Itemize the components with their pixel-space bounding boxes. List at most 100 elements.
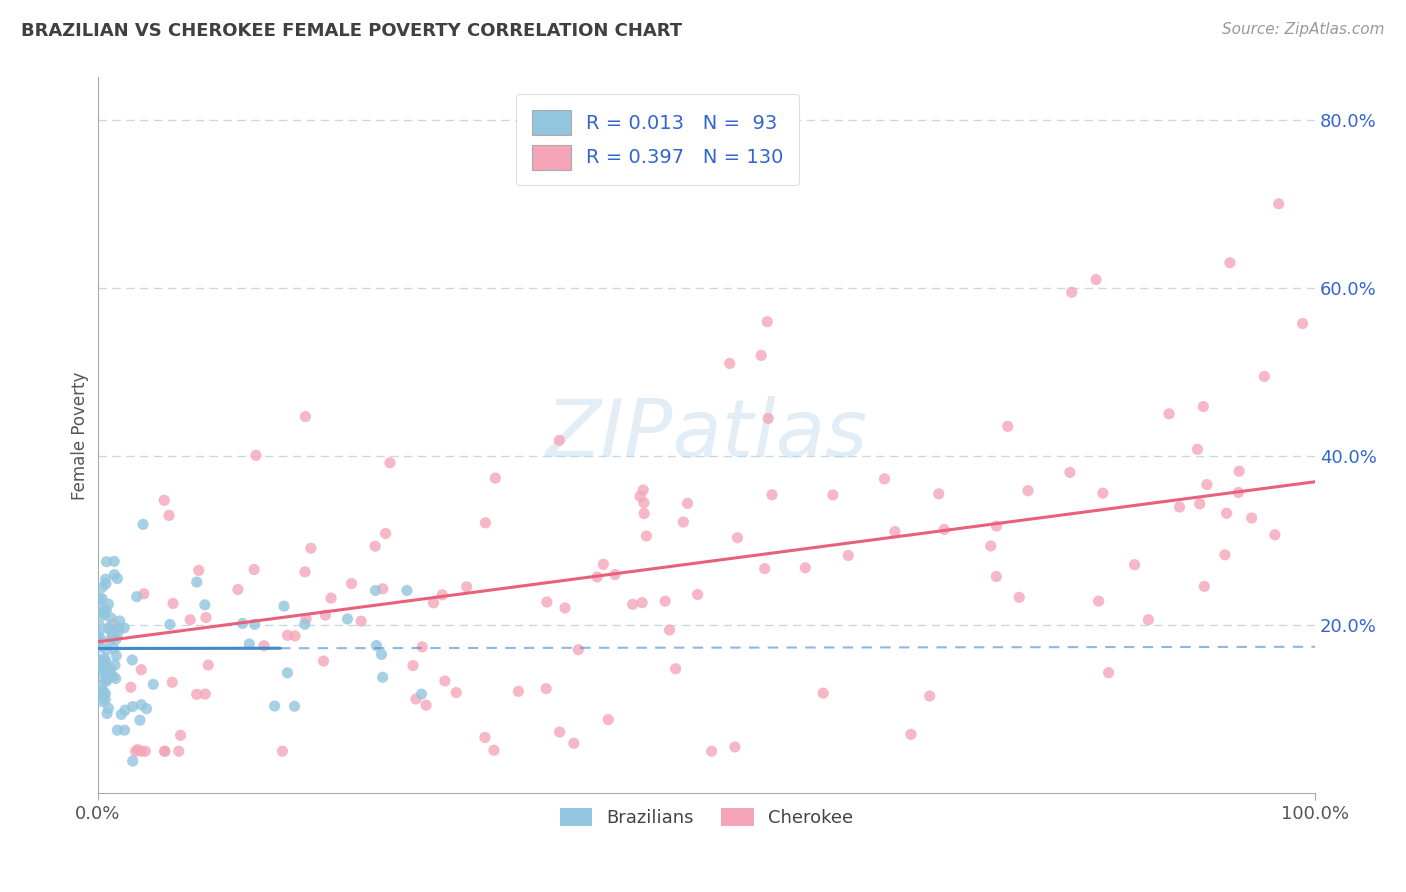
Point [96,667,118,681]
Point [294,409,316,424]
Point [97,622,120,636]
Point [928,487,950,501]
Point [1264,528,1286,542]
Point [299,541,322,556]
Point [633,496,655,510]
Point [93,608,115,623]
Point [132,517,155,532]
Point [186,575,208,590]
Point [658,623,681,637]
Point [142,677,165,691]
Point [112,621,135,635]
Point [1253,369,1275,384]
Point [837,549,859,563]
Point [108,621,131,635]
Point [179,613,201,627]
Point [114,703,136,717]
Point [197,658,219,673]
Point [153,744,176,758]
Point [94,576,117,591]
Point [884,524,907,539]
Point [96,555,118,569]
Point [718,356,741,370]
Point [97,668,120,682]
Point [105,723,128,738]
Point [484,471,506,485]
Point [124,744,146,758]
Point [548,725,571,739]
Point [104,672,127,686]
Point [686,587,709,601]
Point [90,664,112,678]
Point [676,496,699,510]
Point [134,744,156,758]
Point [1059,466,1081,480]
Point [108,614,131,628]
Point [87,633,110,648]
Point [422,596,444,610]
Point [96,706,118,721]
Point [934,523,956,537]
Point [534,681,557,696]
Point [96,603,118,617]
Point [1085,272,1108,286]
Point [405,692,427,706]
Point [1097,665,1119,680]
Point [107,625,129,640]
Point [120,680,142,694]
Point [90,659,112,673]
Point [1215,506,1237,520]
Point [271,744,294,758]
Point [245,448,267,462]
Point [636,529,658,543]
Point [1060,285,1083,300]
Point [91,580,114,594]
Point [724,739,747,754]
Point [1187,442,1209,457]
Point [754,561,776,575]
Point [756,315,779,329]
Point [93,651,115,665]
Point [89,631,111,645]
Point [91,591,114,606]
Point [238,637,260,651]
Point [105,648,128,663]
Point [314,608,336,623]
Point [103,669,125,683]
Point [194,598,217,612]
Point [96,673,118,687]
Point [900,727,922,741]
Point [411,640,433,654]
Point [103,554,125,568]
Point [103,641,125,656]
Point [986,519,1008,533]
Point [411,687,433,701]
Point [395,583,418,598]
Point [89,660,111,674]
Point [1195,477,1218,491]
Point [162,596,184,610]
Point [121,754,143,768]
Point [312,654,335,668]
Point [456,580,478,594]
Point [87,688,110,702]
Point [159,617,181,632]
Point [273,599,295,614]
Point [96,643,118,657]
Point [508,684,530,698]
Point [432,588,454,602]
Point [94,686,117,700]
Point [87,660,110,674]
Point [114,723,136,738]
Point [277,628,299,642]
Point [1017,483,1039,498]
Point [567,642,589,657]
Y-axis label: Female Poverty: Female Poverty [72,371,89,500]
Point [603,567,626,582]
Point [96,667,118,681]
Point [371,582,394,596]
Point [294,617,316,632]
Point [402,658,425,673]
Point [97,666,120,681]
Point [226,582,249,597]
